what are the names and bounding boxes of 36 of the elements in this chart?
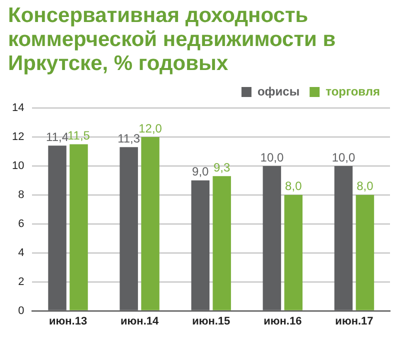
legend-label: торговля bbox=[326, 84, 380, 98]
data-label: 9,3 bbox=[214, 160, 231, 174]
y-tick-label: 2 bbox=[18, 276, 24, 288]
chart-title: Консервативная доходность коммерческой недвижимости в Иркутске, % годовых bbox=[7, 3, 337, 76]
bar bbox=[48, 146, 66, 310]
bar bbox=[120, 147, 138, 310]
data-label: 11,4 bbox=[46, 130, 69, 144]
x-tick-label: июн.14 bbox=[120, 315, 160, 328]
bar bbox=[191, 180, 210, 310]
y-tick-label: 6 bbox=[18, 218, 24, 230]
legend-label: офисы bbox=[257, 84, 300, 98]
y-tick-label: 12 bbox=[12, 131, 24, 144]
bar bbox=[212, 176, 231, 310]
x-tick-label: июн.13 bbox=[48, 315, 88, 328]
data-label: 11,3 bbox=[118, 131, 140, 146]
data-label: 10,0 bbox=[332, 150, 356, 164]
data-label: 8,0 bbox=[356, 179, 374, 194]
bar bbox=[70, 144, 88, 310]
y-tick-label: 14 bbox=[12, 102, 24, 114]
bar bbox=[141, 136, 160, 310]
bar bbox=[356, 194, 374, 310]
x-tick-label: июн.17 bbox=[335, 315, 374, 328]
y-tick-label: 10 bbox=[12, 160, 24, 172]
data-label: 8,0 bbox=[285, 179, 302, 194]
data-label: 10,0 bbox=[260, 150, 284, 164]
data-label: 9,0 bbox=[192, 164, 210, 179]
y-tick-label: 4 bbox=[18, 246, 24, 259]
data-label: 11,5 bbox=[68, 128, 90, 143]
x-tick-label: июн.16 bbox=[264, 315, 302, 328]
data-label: 12,0 bbox=[138, 121, 162, 136]
bar bbox=[284, 194, 303, 310]
y-tick-label: 0 bbox=[18, 304, 24, 317]
bar bbox=[262, 166, 282, 310]
x-tick-label: июн.15 bbox=[192, 315, 230, 328]
bar bbox=[334, 166, 353, 310]
y-tick-label: 8 bbox=[18, 188, 24, 201]
